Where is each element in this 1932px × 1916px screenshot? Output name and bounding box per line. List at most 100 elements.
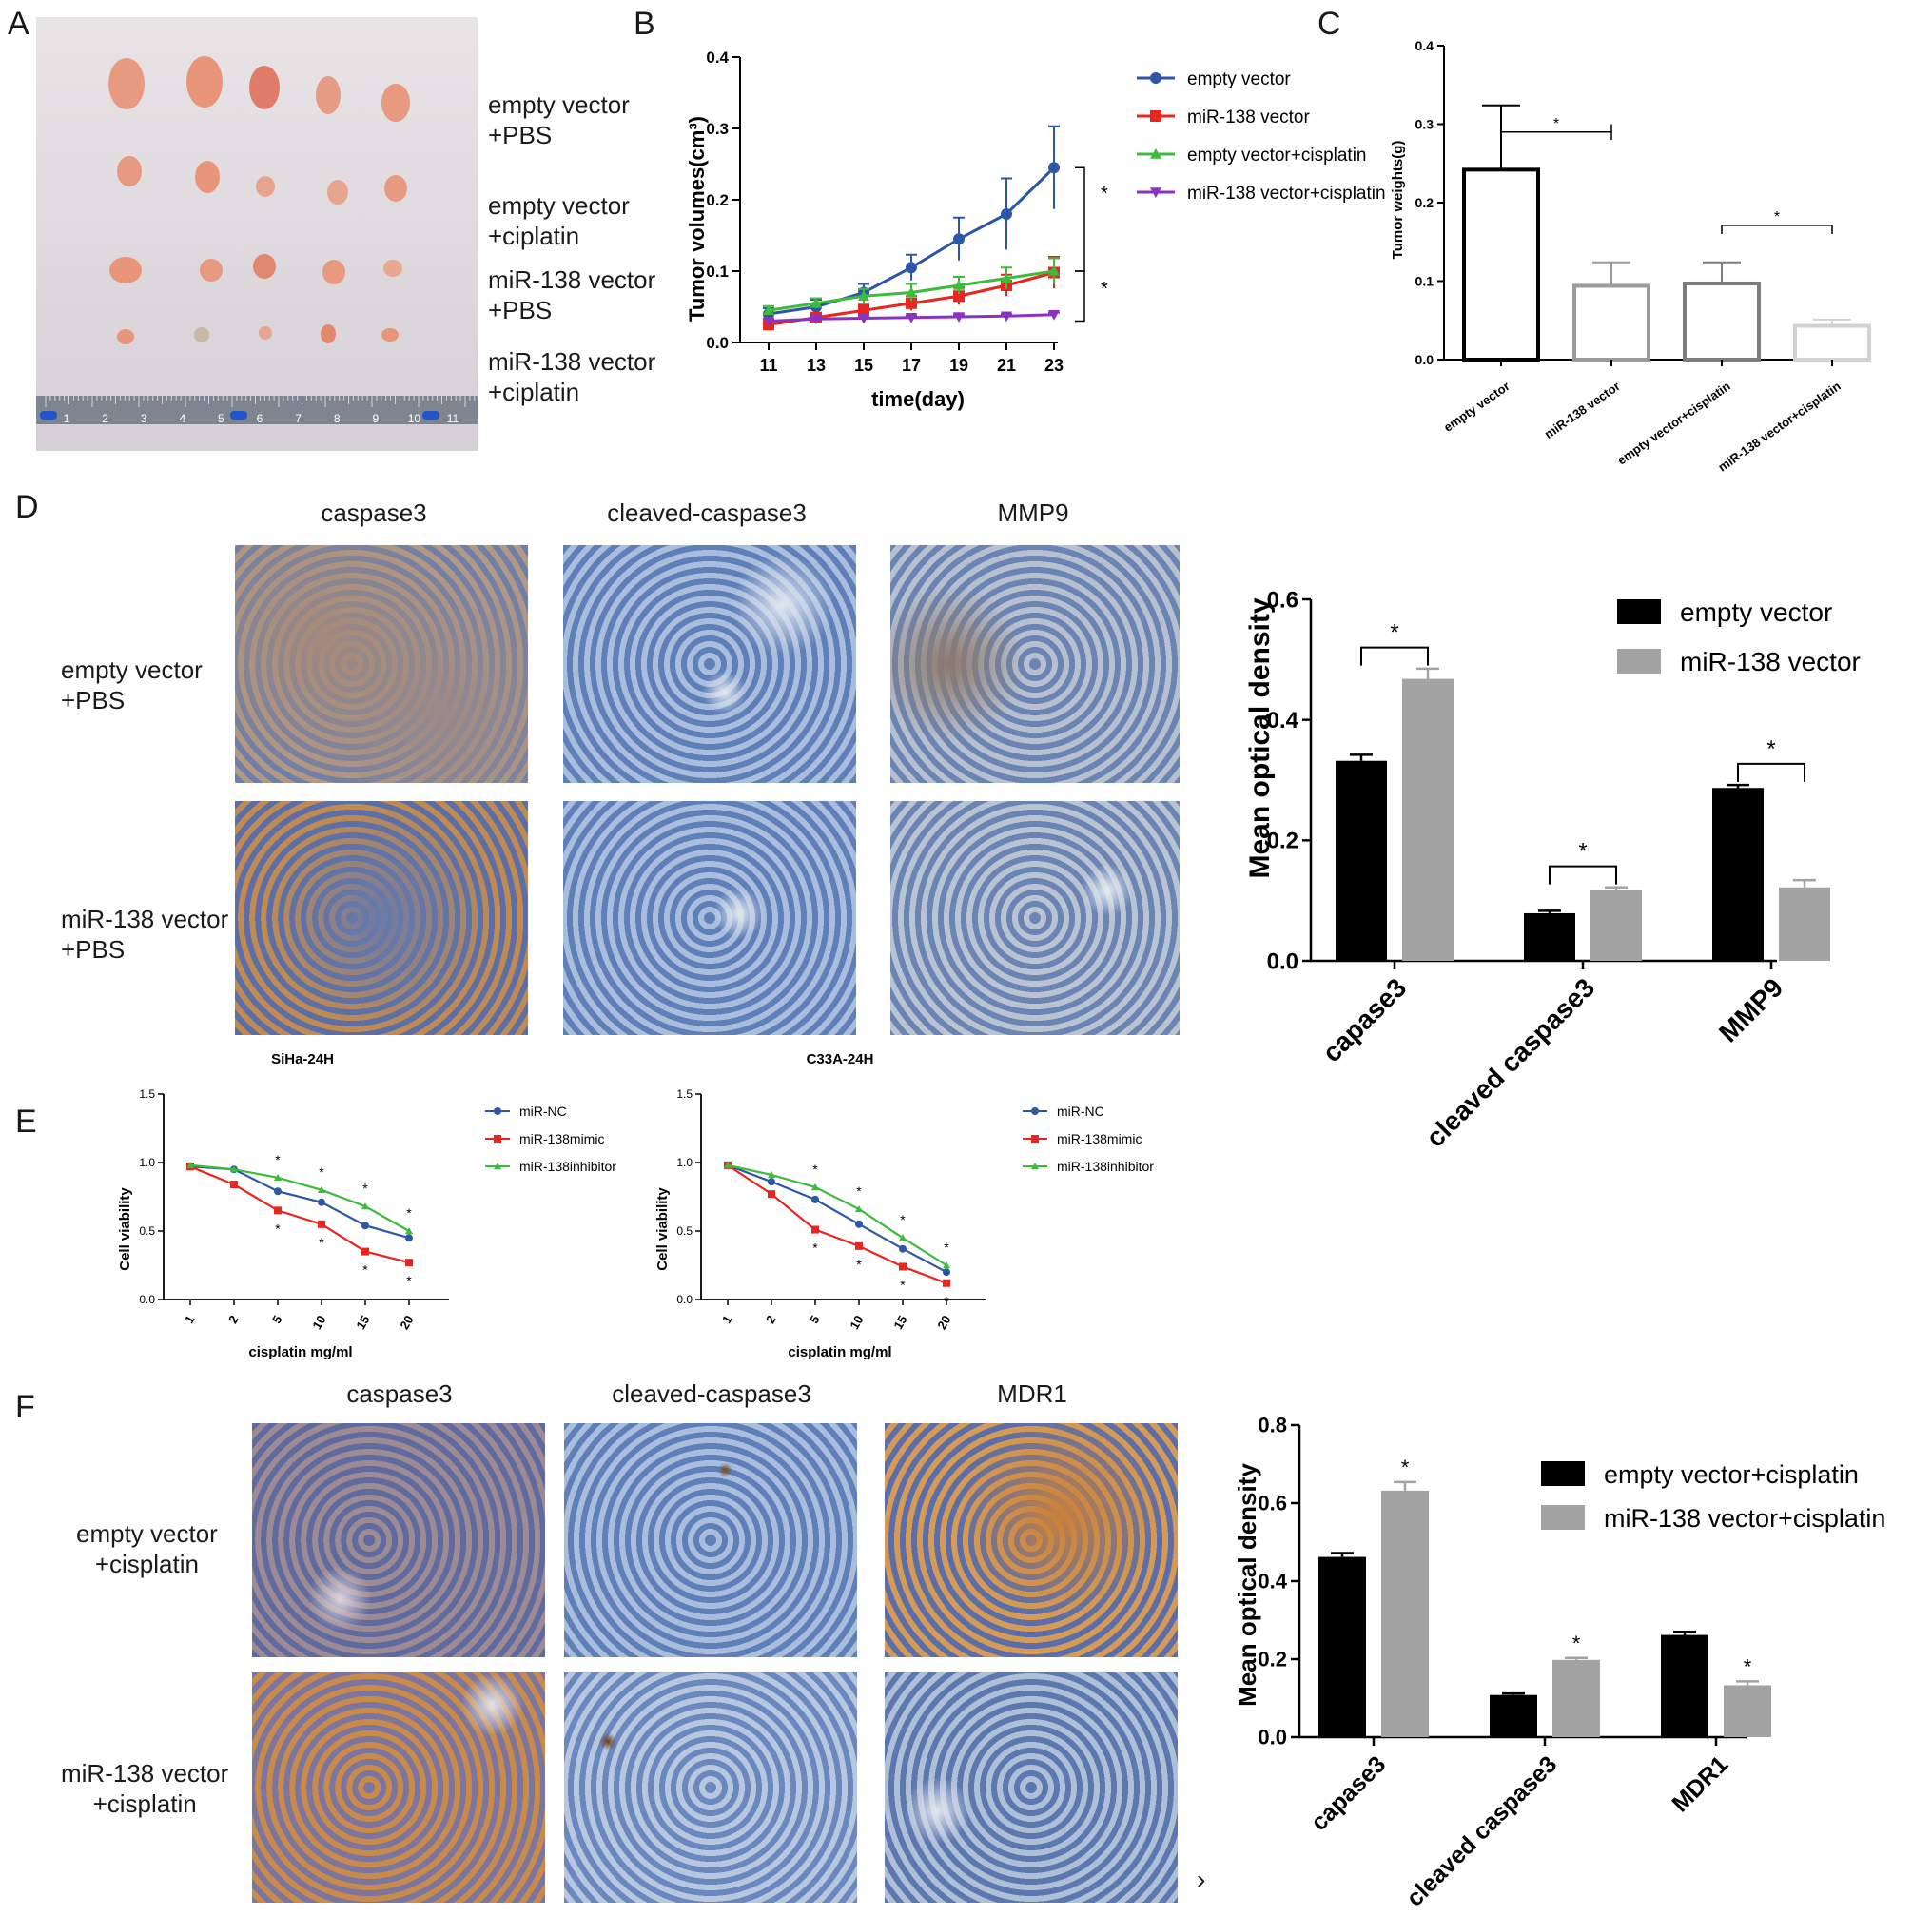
chart-f-ytick-label: 0.2	[1258, 1648, 1287, 1672]
chart-e2-series-line	[727, 1163, 947, 1274]
chart-f-ylabel: Mean optical density	[1233, 1463, 1261, 1707]
ruler-number: 1	[64, 412, 70, 425]
chart-e1-legend-marker	[494, 1163, 501, 1170]
ihc-image-caspase3-mir138	[235, 801, 528, 1035]
chart-e1-point	[230, 1165, 238, 1173]
chart-f-ytick-label: 0.6	[1258, 1492, 1287, 1515]
chart-d-bracket	[1549, 865, 1617, 885]
chart-e2-significance-star: *	[812, 1241, 818, 1256]
chart-f-legend-label: miR-138 vector+cisplatin	[1604, 1504, 1885, 1533]
chart-b-ytick-label: 0.3	[706, 120, 729, 138]
chart-b-ytick-label: 0.1	[706, 263, 729, 281]
chart-d-bar	[1779, 887, 1830, 961]
chart-e2-ytick-label: 0.0	[676, 1293, 693, 1306]
chart-b-ylabel: Tumor volumes(cm³)	[685, 116, 709, 322]
panel-letter-a: A	[8, 6, 29, 42]
chart-d-legend-swatch	[1617, 649, 1661, 674]
chart-e1-xlabel: cisplatin mg/ml	[248, 1344, 352, 1360]
chart-e2-significance-star: *	[900, 1277, 906, 1292]
chart-e1-point	[318, 1220, 325, 1228]
ruler-ticks	[45, 396, 476, 407]
chart-e2-point	[855, 1241, 863, 1250]
chart-e1-ytick-label: 0.5	[139, 1224, 155, 1238]
chart-b-legend-marker	[1150, 148, 1161, 159]
chart-e2-point	[943, 1261, 950, 1269]
chart-b-point	[906, 262, 917, 274]
chart-e1-xtick-label: 15	[353, 1313, 372, 1332]
ruler-number: 5	[218, 412, 224, 425]
chart-e2-legend-marker	[1031, 1107, 1039, 1115]
ihc-image-cleaved-caspase3-mir138	[563, 801, 856, 1035]
tumor	[381, 328, 399, 342]
tumor	[194, 327, 209, 342]
chart-f-bar	[1724, 1685, 1771, 1737]
ruler-blue-mark	[230, 411, 247, 420]
chart-e2-legend-label: miR-138inhibitor	[1057, 1159, 1154, 1174]
chart-e2-significance-star: *	[856, 1183, 862, 1199]
chart-e1-significance-star: *	[362, 1262, 368, 1278]
chart-e1-series-line	[189, 1165, 410, 1240]
tumor	[322, 260, 345, 284]
chart-e2-ytick-label: 0.5	[676, 1224, 693, 1238]
panel-letter-e: E	[15, 1104, 37, 1140]
chart-e1-significance-star: *	[275, 1221, 281, 1236]
chart-b-xtick-label: 21	[997, 356, 1016, 375]
chart-d-bar	[1590, 890, 1642, 961]
ihc-image-caspase3-empty-cisplatin	[252, 1423, 545, 1657]
chart-e2-significance-star: *	[900, 1212, 906, 1227]
chart-c-xtick-label: empty vector+cisplatin	[1614, 379, 1732, 467]
significance-star: *	[1101, 184, 1108, 205]
chart-f-significance-star: *	[1401, 1456, 1410, 1479]
chart-e2-xtick-label: 2	[763, 1313, 779, 1326]
chart-b-xlabel: time(day)	[871, 387, 965, 411]
chart-b-point	[906, 312, 917, 323]
chart-b-point	[906, 286, 917, 298]
tumor	[117, 156, 142, 186]
ruler-number: 11	[447, 412, 459, 425]
chart-b-ytick-label: 0.2	[706, 191, 729, 209]
chart-e2-point	[899, 1234, 907, 1241]
chart-d-legend-label: empty vector	[1680, 597, 1832, 627]
chart-e1-legend-label: miR-138mimic	[519, 1131, 604, 1146]
chart-c-ytick-label: 0.1	[1415, 274, 1434, 289]
chart-d-bar	[1524, 912, 1575, 961]
tumor	[186, 56, 223, 108]
chart-b-xtick-label: 15	[854, 356, 873, 375]
chart-d-optical-density: 0.0 0.2 0.4 0.6 capase3 * cleaved caspase3 * MMP…	[1244, 587, 1861, 1152]
chart-f-xtick-label: cleaved caspase3	[1401, 1750, 1562, 1911]
chart-b-legend-marker	[1150, 72, 1161, 84]
chart-e1-series-line	[189, 1165, 410, 1264]
group-label-mir138-cisplatin: miR-138 vector +ciplatin	[488, 347, 656, 406]
chart-e2-xtick-label: 5	[807, 1313, 823, 1326]
ihc-image-mmp9-mir138	[890, 801, 1180, 1035]
chart-c-bracket	[1721, 225, 1833, 234]
chart-e1-significance-star: *	[275, 1152, 281, 1167]
chart-d-bar	[1336, 760, 1387, 961]
chart-c-xtick-label: empty vector	[1441, 379, 1512, 435]
ihc-image-mmp9-empty	[890, 545, 1180, 783]
chart-e1-xtick-label: 5	[269, 1313, 285, 1326]
chart-e1-point	[186, 1161, 194, 1169]
chart-b-point	[1001, 272, 1012, 283]
group-label-empty-cisplatin: empty vector +ciplatin	[488, 191, 630, 250]
chart-e2-xlabel: cisplatin mg/ml	[788, 1344, 891, 1360]
chart-d-significance-star: *	[1390, 620, 1398, 646]
chart-b-point	[953, 233, 965, 245]
ihc-image-cleaved-caspase3-mir138-cisplatin	[564, 1672, 857, 1903]
chart-e1-point	[405, 1227, 413, 1235]
chart-d-ylabel: Mean optical density	[1244, 597, 1276, 878]
chart-f-legend-swatch	[1541, 1461, 1585, 1486]
chart-e1-legend-marker	[494, 1107, 501, 1115]
chart-e1-point	[318, 1198, 325, 1206]
chart-b-point	[1048, 265, 1060, 276]
chart-e2-point	[855, 1204, 863, 1213]
tumor	[384, 175, 407, 202]
chart-e1-ytick-label: 1.0	[139, 1156, 155, 1169]
chart-b-point	[953, 290, 965, 303]
chart-b-ytick-label: 0.0	[706, 334, 729, 352]
chart-e2-point	[724, 1161, 732, 1169]
column-label-mdr1: MDR1	[997, 1379, 1067, 1408]
chart-f-significance-star: *	[1744, 1654, 1752, 1678]
chart-e2-series-line	[727, 1163, 947, 1284]
chart-b-bracket	[1075, 270, 1085, 323]
